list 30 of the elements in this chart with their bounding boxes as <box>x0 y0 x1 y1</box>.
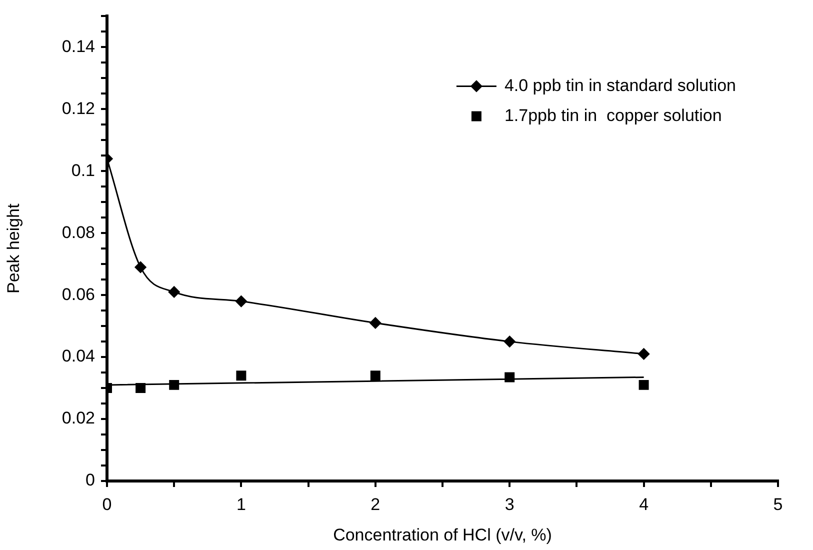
x-tick-label: 2 <box>370 494 380 514</box>
point <box>638 380 649 390</box>
point <box>136 383 146 394</box>
point <box>504 336 516 348</box>
x-tick-label: 5 <box>773 494 783 514</box>
legend-label: 4.0 ppb tin in standard solution <box>504 76 736 95</box>
point <box>235 296 247 308</box>
x-axis-title: Concentration of HCl (v/v, %) <box>333 525 552 544</box>
x-tick-label: 3 <box>504 494 514 514</box>
point <box>168 286 180 298</box>
point <box>169 380 180 390</box>
y-tick-label: 0 <box>86 470 95 490</box>
point <box>370 317 382 329</box>
point <box>504 372 515 382</box>
y-tick-label: 0.08 <box>62 222 95 242</box>
y-tick-label: 0.1 <box>71 160 95 180</box>
point <box>370 370 380 381</box>
point <box>638 348 650 360</box>
y-axis-title: Peak height <box>4 203 23 294</box>
y-tick-label: 0.06 <box>62 284 95 304</box>
y-tick-label: 0.12 <box>62 98 95 118</box>
x-tick-label: 4 <box>639 494 649 514</box>
point <box>134 261 146 273</box>
legend-label: 1.7ppb tin in copper solution <box>504 106 722 125</box>
point <box>236 370 246 381</box>
x-tick-label: 0 <box>102 494 112 514</box>
y-tick-label: 0.14 <box>62 36 95 56</box>
y-tick-label: 0.02 <box>62 408 95 428</box>
x-tick-label: 1 <box>236 494 246 514</box>
y-tick-label: 0.04 <box>62 346 95 366</box>
